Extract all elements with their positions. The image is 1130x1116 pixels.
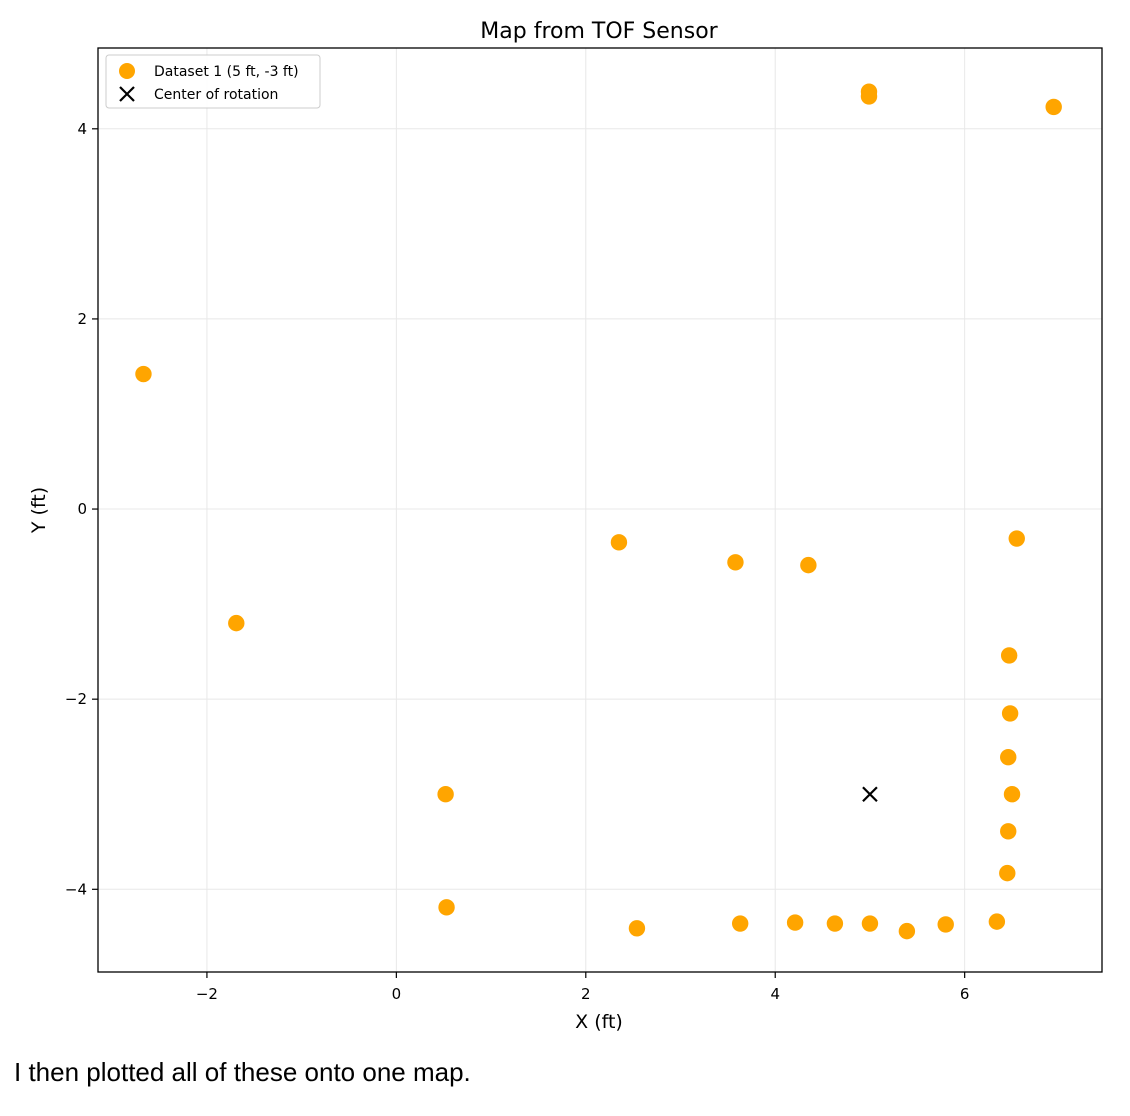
- data-point: [988, 913, 1006, 930]
- legend: Dataset 1 (5 ft, -3 ft) Center of rotati…: [105, 54, 321, 109]
- data-point: [438, 899, 455, 916]
- data-point: [898, 922, 916, 940]
- data-point: [1001, 705, 1019, 722]
- data-point: [937, 916, 954, 933]
- data-point: [1003, 786, 1021, 803]
- y-tick-label: −4: [65, 880, 87, 898]
- y-tick-label: −2: [65, 690, 87, 708]
- data-point: [731, 915, 749, 932]
- axis-ticks: −2 0 2 4 6 −4 −2 0 2 4: [65, 120, 970, 1003]
- legend-x-marker: [119, 86, 135, 102]
- y-tick-label: 4: [77, 120, 87, 138]
- legend-marker-dataset: [119, 63, 135, 79]
- data-point: [999, 864, 1016, 882]
- data-point: [1000, 748, 1017, 766]
- x-tick-label: −2: [196, 985, 218, 1003]
- data-points: [135, 83, 1062, 940]
- x-tick-label: 4: [770, 985, 780, 1003]
- data-point: [861, 915, 879, 932]
- y-axis-label: Y (ft): [28, 487, 50, 534]
- y-tick-label: 0: [77, 500, 87, 518]
- x-tick-label: 0: [392, 985, 402, 1003]
- legend-box: [105, 54, 321, 109]
- x-marker-stroke: [862, 786, 878, 803]
- x-axis-label: X (ft): [575, 1011, 623, 1033]
- data-point: [786, 914, 804, 931]
- x-tick-label: 2: [581, 985, 591, 1003]
- legend-label-center: Center of rotation: [154, 87, 278, 103]
- data-point: [727, 554, 744, 571]
- scatter-chart: Map from TOF Sensor −2 0 2 4 6 −4 −2 0 2 4 X (ft)…: [28, 19, 1103, 1033]
- grid-lines: [98, 48, 1102, 972]
- data-point: [1008, 530, 1025, 547]
- data-point: [826, 915, 844, 932]
- x-marker-stroke: [119, 86, 135, 102]
- data-point: [1000, 823, 1017, 840]
- data-point: [1000, 647, 1018, 664]
- data-point: [610, 534, 628, 551]
- caption-text: I then plotted all of these onto one map…: [14, 1057, 471, 1087]
- data-point: [1045, 98, 1062, 116]
- x-tick-label: 6: [960, 985, 970, 1003]
- data-point: [228, 614, 245, 632]
- plot-frame: [97, 47, 1103, 973]
- data-point: [135, 365, 152, 383]
- data-point: [628, 920, 646, 937]
- legend-marker-center: [119, 86, 135, 102]
- data-point: [437, 786, 454, 803]
- center-of-rotation-marker: [862, 786, 878, 803]
- chart-title: Map from TOF Sensor: [480, 19, 718, 44]
- data-point: [860, 88, 878, 105]
- data-point: [800, 556, 817, 574]
- y-tick-label: 2: [77, 310, 87, 328]
- legend-label-dataset: Dataset 1 (5 ft, -3 ft): [154, 64, 299, 80]
